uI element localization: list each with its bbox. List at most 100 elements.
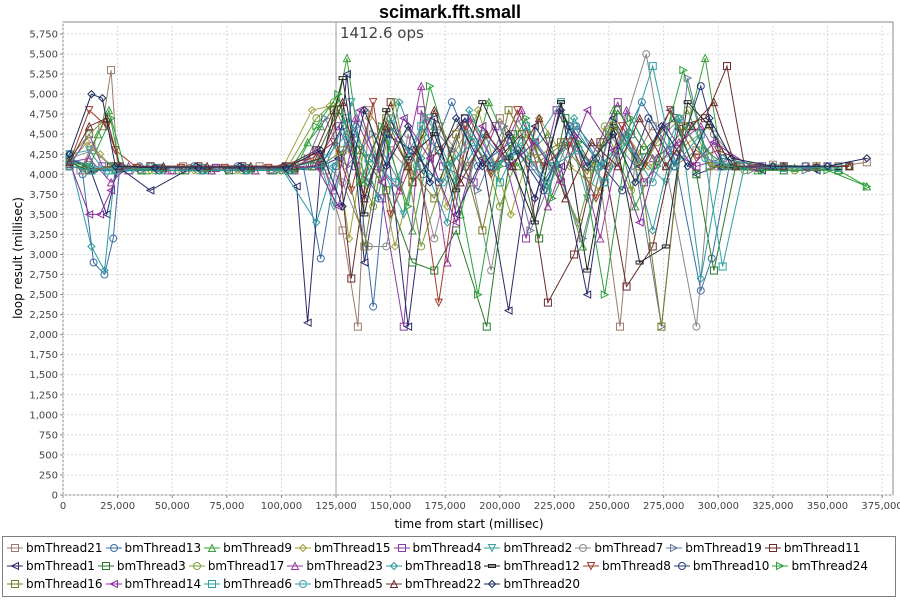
- data-point: [460, 114, 469, 123]
- series-line: [69, 93, 867, 209]
- legend-item: bmThread16: [7, 577, 103, 591]
- data-point: [84, 121, 94, 131]
- series-line: [69, 64, 839, 267]
- series-bmThread22: [65, 97, 854, 203]
- legend-label: bmThread19: [685, 541, 762, 555]
- legend-swatch: [7, 561, 23, 571]
- data-point: [617, 122, 627, 131]
- data-point: [456, 177, 465, 187]
- data-point: [543, 298, 552, 307]
- data-point: [692, 322, 701, 331]
- data-point: [653, 161, 662, 171]
- data-point: [609, 122, 618, 131]
- legend-item: bmThread15: [295, 541, 391, 555]
- data-point: [430, 234, 439, 243]
- data-point: [679, 122, 688, 131]
- legend-label: bmThread3: [116, 559, 186, 573]
- y-tick-label: 2,750: [29, 270, 58, 281]
- data-point: [583, 170, 592, 179]
- data-point: [334, 89, 343, 99]
- data-point: [106, 177, 116, 187]
- data-point: [381, 121, 391, 131]
- data-point: [316, 254, 325, 263]
- data-point: [522, 234, 531, 243]
- data-point: [111, 162, 120, 171]
- legend-swatch: [666, 543, 683, 553]
- data-point: [530, 121, 539, 131]
- y-tick-label: 4,750: [29, 110, 58, 121]
- data-point: [425, 81, 435, 91]
- data-point: [709, 137, 718, 147]
- legend-swatch: [575, 544, 592, 552]
- data-point: [329, 98, 338, 107]
- legend-label: bmThread20: [503, 577, 580, 591]
- series-bmThread18: [65, 97, 821, 283]
- series-bmThread6: [65, 62, 843, 271]
- data-point: [347, 274, 356, 283]
- data-point: [495, 178, 504, 187]
- data-point: [281, 163, 290, 173]
- data-point: [687, 161, 697, 171]
- data-point: [312, 114, 321, 123]
- data-point: [596, 138, 605, 147]
- data-point: [408, 225, 417, 235]
- data-point: [613, 161, 623, 171]
- data-point: [517, 138, 526, 147]
- data-point: [570, 122, 579, 131]
- data-point: [65, 157, 74, 167]
- data-point: [338, 76, 347, 81]
- data-point: [78, 170, 87, 179]
- data-point: [360, 193, 369, 203]
- legend-item: bmThread24: [772, 559, 868, 573]
- data-point: [757, 166, 767, 175]
- data-point: [109, 544, 118, 552]
- data-point: [579, 544, 588, 552]
- data-point: [622, 282, 631, 291]
- data-point: [364, 242, 373, 251]
- legend-label: bmThread16: [26, 577, 103, 591]
- data-point: [386, 98, 395, 107]
- data-point: [465, 130, 474, 139]
- data-point: [460, 122, 470, 131]
- data-point: [312, 145, 321, 155]
- data-point: [102, 170, 111, 179]
- data-point: [727, 154, 736, 163]
- legend-item: bmThread3: [97, 559, 186, 573]
- x-tick-label: 225,000: [534, 501, 575, 512]
- data-point: [397, 544, 406, 552]
- data-point: [194, 163, 203, 173]
- data-point: [587, 162, 596, 171]
- data-point: [111, 166, 120, 175]
- data-point: [93, 129, 103, 139]
- y-tick-label: 1,250: [29, 390, 58, 401]
- y-tick-label: 750: [39, 430, 58, 441]
- data-point: [101, 562, 110, 570]
- data-point: [635, 260, 644, 265]
- legend-item: bmThread13: [105, 541, 201, 555]
- legend-swatch: [385, 579, 402, 588]
- data-point: [338, 97, 347, 107]
- data-point: [482, 129, 492, 139]
- data-point: [430, 132, 439, 137]
- data-point: [670, 114, 679, 123]
- data-point: [548, 162, 557, 171]
- data-point: [648, 242, 657, 251]
- legend-label: bmThread12: [503, 559, 580, 573]
- data-point: [87, 242, 96, 251]
- data-point: [696, 286, 705, 295]
- data-point: [615, 322, 624, 331]
- legend-swatch: [583, 562, 599, 571]
- data-point: [84, 146, 94, 155]
- y-tick-label: 3,500: [29, 210, 58, 221]
- data-point: [648, 226, 657, 235]
- data-point: [87, 162, 96, 171]
- data-point: [517, 130, 526, 139]
- legend-label: bmThread24: [791, 559, 868, 573]
- data-point: [369, 302, 378, 311]
- data-point: [583, 162, 592, 171]
- data-point: [312, 121, 321, 131]
- data-point: [311, 161, 321, 171]
- legend-row: bmThread21 bmThread13 bmThread9 bmThread15 b…: [7, 541, 863, 555]
- data-point: [557, 100, 565, 105]
- legend-swatch: [188, 562, 205, 570]
